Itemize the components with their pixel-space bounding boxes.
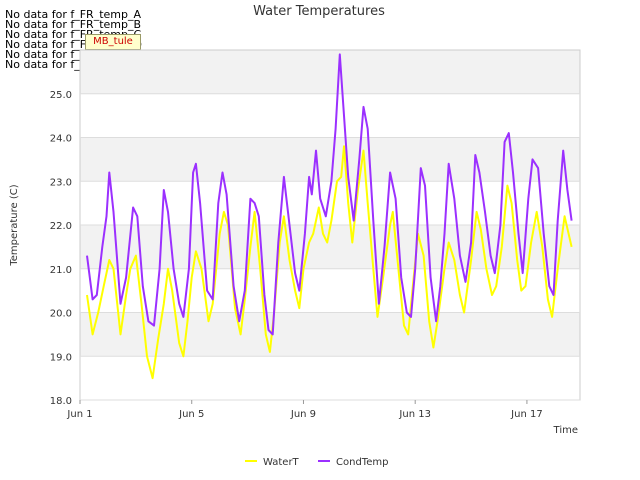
y-tick-label: 21.0 bbox=[50, 265, 72, 276]
x-tick-label: Jun 9 bbox=[290, 409, 316, 420]
chart-title: Water Temperatures bbox=[253, 4, 385, 19]
y-tick-label: 25.0 bbox=[50, 90, 72, 101]
plot-band bbox=[80, 50, 580, 94]
y-axis-label: Temperature (C) bbox=[9, 184, 20, 266]
x-tick-label: Jun 5 bbox=[178, 409, 204, 420]
no-data-note: No data for f_FR_temp_C bbox=[5, 28, 142, 41]
series-lines bbox=[86, 53, 573, 380]
y-tick-label: 19.0 bbox=[50, 352, 72, 363]
plot-band bbox=[80, 312, 580, 357]
y-tick-label: 20.0 bbox=[50, 309, 72, 320]
no-data-note: No data for f_FR_temp_D bbox=[5, 38, 142, 51]
y-tick-label: 23.0 bbox=[50, 177, 72, 188]
x-axis-label: Time bbox=[553, 425, 578, 436]
no-data-note: No data for f_FR_temp_A bbox=[5, 8, 141, 21]
plot-band bbox=[80, 93, 580, 138]
y-axis-ticks: 18.0 19.0 20.0 21.0 22.0 23.0 24.0 25.0 bbox=[50, 90, 72, 407]
no-data-note: No data for f_Temp_A bbox=[5, 48, 123, 61]
y-tick-label: 22.0 bbox=[50, 221, 72, 232]
y-tick-label: 24.0 bbox=[50, 134, 72, 145]
x-tick-label: Jun 13 bbox=[398, 409, 431, 420]
legend-label: WaterT bbox=[263, 457, 300, 468]
series-line-condtemp bbox=[86, 53, 573, 336]
plot-band bbox=[80, 137, 580, 182]
legend: WaterT CondTemp bbox=[245, 457, 388, 468]
x-tick-label: Jun 1 bbox=[66, 409, 92, 420]
plot-band bbox=[80, 356, 580, 400]
x-axis-ticks: Jun 1 Jun 5 Jun 9 Jun 13 Jun 17 bbox=[66, 400, 543, 420]
no-data-note: No data for f_FR_temp_B bbox=[5, 18, 142, 31]
grid-lines bbox=[80, 93, 580, 401]
x-tick-label: Jun 17 bbox=[510, 409, 543, 420]
series-line-watert bbox=[86, 145, 573, 380]
y-tick-label: 18.0 bbox=[50, 396, 72, 407]
legend-label: CondTemp bbox=[336, 457, 388, 468]
